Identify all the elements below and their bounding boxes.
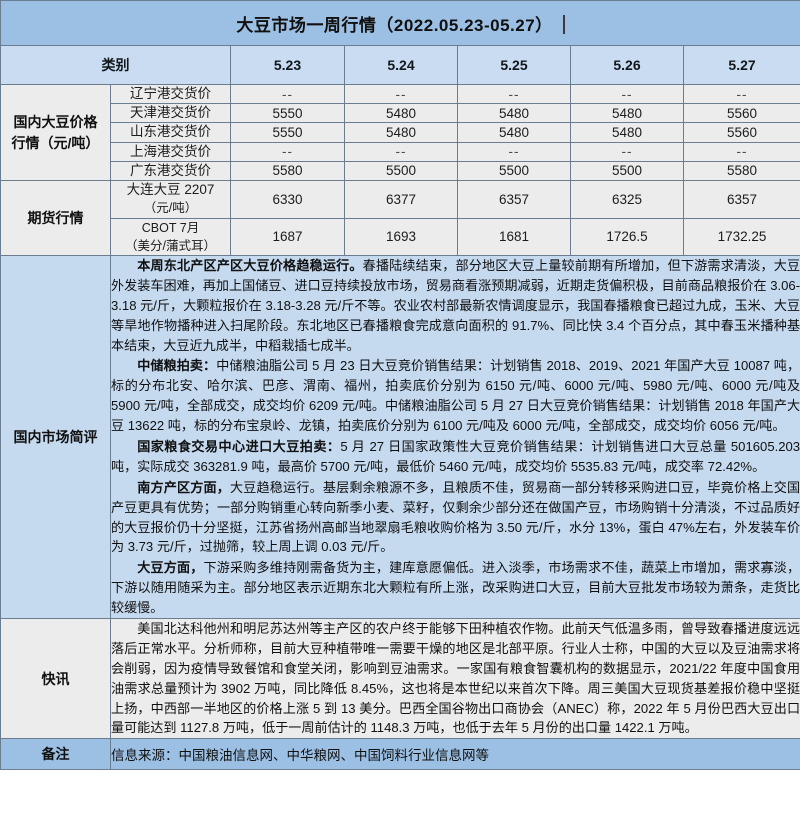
price-cell-3-2: -- <box>457 141 571 162</box>
review-text-2: 5 月 27 日国家政策性大豆竞价销售结果：计划销售进口大豆总量 501605.… <box>111 438 800 474</box>
table-row: CBOT 7月 （美分/蒲式耳） 1687 1693 1681 1726.5 1… <box>1 217 800 256</box>
price-cell-2-2: 5480 <box>457 122 571 143</box>
table-row: 上海港交货价 -- -- -- -- -- <box>1 141 800 162</box>
price-cell-1-1: 5480 <box>344 103 458 124</box>
price-cell-4-0: 5580 <box>230 160 345 182</box>
price-row-name-1: 天津港交货价 <box>110 103 231 124</box>
price-cell-4-3: 5500 <box>570 160 684 182</box>
price-cell-3-0: -- <box>230 141 345 162</box>
price-cell-2-0: 5550 <box>230 122 345 143</box>
table-row: 国内大豆价格 行情（元/吨） 辽宁港交货价 -- -- -- -- -- <box>0 83 800 182</box>
date-header-2: 5.25 <box>457 45 571 85</box>
futures-cell-0-3: 6325 <box>570 180 684 219</box>
price-cell-4-4: 5580 <box>682 160 800 182</box>
text-cursor-caret <box>562 14 565 34</box>
price-row-name-0: 辽宁港交货价 <box>110 83 231 105</box>
date-header-row: 类别 5.23 5.24 5.25 5.26 5.27 <box>0 45 800 85</box>
news-text-0: 美国北达科他州和明尼苏达州等主产区的农户终于能够下田种植农作物。此前天气低温多雨… <box>111 621 800 736</box>
review-paragraph-3: 南方产区方面，大豆趋稳运行。基层剩余粮源不多，且粮质不佳，贸易商一部分转移采购进… <box>111 478 800 558</box>
review-lead-1: 中储粮拍卖： <box>137 358 217 374</box>
futures-cell-0-0: 6330 <box>230 180 345 219</box>
section-label-futures: 期货行情 <box>0 180 111 256</box>
futures-cell-0-1: 6377 <box>344 180 458 219</box>
price-cell-2-4: 5560 <box>682 122 800 143</box>
futures-cell-1-1: 1693 <box>344 217 458 256</box>
price-cell-2-1: 5480 <box>344 122 458 143</box>
price-cell-1-2: 5480 <box>457 103 571 124</box>
review-text-1: 中储粮油脂公司 5 月 23 日大豆竞价销售结果：计划销售 2018、2019、… <box>111 358 800 434</box>
price-cell-0-1: -- <box>344 83 458 105</box>
review-lead-2: 国家粮食交易中心进口大豆拍卖： <box>137 438 341 454</box>
price-cell-3-3: -- <box>570 141 684 162</box>
futures-cell-1-4: 1732.25 <box>682 217 800 256</box>
table-row: 山东港交货价 5550 5480 5480 5480 5560 <box>1 122 800 143</box>
price-cell-0-4: -- <box>682 83 800 105</box>
futures-row-name-1: CBOT 7月 （美分/蒲式耳） <box>110 217 231 256</box>
section-label-news-flash: 快讯 <box>0 617 111 740</box>
date-header-1: 5.24 <box>344 45 458 85</box>
title-row: 大豆市场一周行情（2022.05.23-05.27） <box>0 0 800 46</box>
market-review-body: 本周东北产区产区大豆价格趋稳运行。春播陆续结束，部分地区大豆上量较前期有所增加，… <box>109 254 800 620</box>
date-header-4: 5.27 <box>682 45 800 85</box>
price-cell-3-4: -- <box>682 141 800 162</box>
date-header-3: 5.26 <box>570 45 684 85</box>
section-label-line1: 国内大豆价格 <box>13 114 98 131</box>
price-cell-1-3: 5480 <box>570 103 684 124</box>
price-cell-0-0: -- <box>230 83 345 105</box>
review-paragraph-4: 大豆方面，下游采购多维持刚需备货为主，建库意愿偏低。进入淡季，市场需求不佳，蔬菜… <box>111 558 800 618</box>
review-lead-0: 本周东北产区产区大豆价格趋稳运行。 <box>137 257 363 273</box>
price-row-name-2: 山东港交货价 <box>110 122 231 143</box>
market-review-row: 国内市场简评 本周东北产区产区大豆价格趋稳运行。春播陆续结束，部分地区大豆上量较… <box>0 254 800 620</box>
review-paragraph-0: 本周东北产区产区大豆价格趋稳运行。春播陆续结束，部分地区大豆上量较前期有所增加，… <box>111 256 800 355</box>
price-cell-1-0: 5550 <box>230 103 345 124</box>
review-lead-4: 大豆方面， <box>137 560 204 576</box>
news-flash-row: 快讯 美国北达科他州和明尼苏达州等主产区的农户终于能够下田种植农作物。此前天气低… <box>0 617 800 740</box>
news-paragraph-0: 美国北达科他州和明尼苏达州等主产区的农户终于能够下田种植农作物。此前天气低温多雨… <box>111 619 800 738</box>
price-cell-2-3: 5480 <box>570 122 684 143</box>
price-cell-1-4: 5560 <box>682 103 800 124</box>
price-cell-0-2: -- <box>457 83 571 105</box>
futures-cell-1-0: 1687 <box>230 217 345 256</box>
futures-cell-0-4: 6357 <box>682 180 800 219</box>
report-table: 大豆市场一周行情（2022.05.23-05.27） 类别 5.23 5.24 … <box>0 0 800 771</box>
review-text-3: 大豆趋稳运行。基层剩余粮源不多，且粮质不佳，贸易商一部分转移采购进口豆，毕竟价格… <box>111 479 800 555</box>
table-row: 期货行情 大连大豆 2207 （元/吨） 6330 6377 6357 6325… <box>0 180 800 256</box>
review-paragraph-1: 中储粮拍卖：中储粮油脂公司 5 月 23 日大豆竞价销售结果：计划销售 2018… <box>111 356 800 436</box>
report-title-cell[interactable]: 大豆市场一周行情（2022.05.23-05.27） <box>0 0 800 46</box>
section-label-domestic-prices: 国内大豆价格 行情（元/吨） <box>0 83 111 182</box>
price-cell-0-3: -- <box>570 83 684 105</box>
futures-cell-1-2: 1681 <box>457 217 571 256</box>
futures-cell-0-2: 6357 <box>457 180 571 219</box>
remark-row: 备注 信息来源：中国粮油信息网、中华粮网、中国饲料行业信息网等 <box>0 738 800 771</box>
price-cell-4-1: 5500 <box>344 160 458 182</box>
price-cell-4-2: 5500 <box>457 160 571 182</box>
futures-cell-1-3: 1726.5 <box>570 217 684 256</box>
remark-text: 信息来源：中国粮油信息网、中华粮网、中国饲料行业信息网等 <box>109 738 800 771</box>
review-text-0: 春播陆续结束，部分地区大豆上量较前期有所增加，但下游需求清淡，大豆外发装车困难，… <box>111 257 800 353</box>
report-title-text: 大豆市场一周行情（2022.05.23-05.27） <box>236 15 553 35</box>
review-text-4: 下游采购多维持刚需备货为主，建库意愿偏低。进入淡季，市场需求不佳，蔬菜上市增加，… <box>111 560 800 616</box>
price-row-name-3: 上海港交货价 <box>110 141 231 162</box>
price-cell-3-1: -- <box>344 141 458 162</box>
section-label-remark: 备注 <box>0 738 111 771</box>
section-label-market-review: 国内市场简评 <box>0 254 111 620</box>
futures-name-line2-1: （美分/蒲式耳） <box>125 238 216 253</box>
date-header-0: 5.23 <box>230 45 345 85</box>
news-flash-body: 美国北达科他州和明尼苏达州等主产区的农户终于能够下田种植农作物。此前天气低温多雨… <box>109 617 800 740</box>
table-row: 广东港交货价 5580 5500 5500 5500 5580 <box>1 160 800 182</box>
review-paragraph-2: 国家粮食交易中心进口大豆拍卖：5 月 27 日国家政策性大豆竞价销售结果：计划销… <box>111 437 800 477</box>
futures-name-line1-1: CBOT 7月 <box>141 220 200 235</box>
section-label-line2: 行情（元/吨） <box>11 134 100 151</box>
futures-name-line1-0: 大连大豆 2207 <box>126 182 215 198</box>
futures-name-line2-0: （元/吨） <box>143 201 198 216</box>
table-row: 天津港交货价 5550 5480 5480 5480 5560 <box>1 103 800 124</box>
review-lead-3: 南方产区方面， <box>137 479 231 495</box>
category-header: 类别 <box>0 45 231 85</box>
price-row-name-4: 广东港交货价 <box>110 160 231 182</box>
futures-row-name-0: 大连大豆 2207 （元/吨） <box>110 180 231 219</box>
